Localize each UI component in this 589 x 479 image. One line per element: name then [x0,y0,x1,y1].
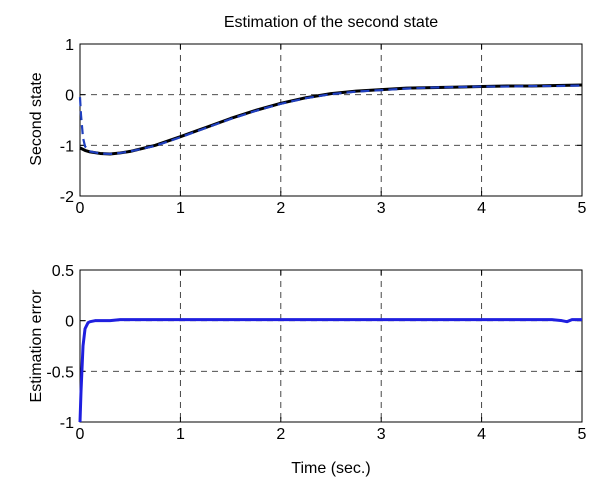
bottom-xtick-label-3: 3 [377,426,386,443]
bottom-xtick-label-4: 4 [477,426,486,443]
top-xtick-label-4: 4 [477,200,486,217]
top-chart-ylabel: Second state [28,72,45,166]
bottom-plot-area [79,269,583,423]
bottom-chart: 0 1 2 3 4 5 -1 -0.5 0 0.5 [46,263,586,443]
top-ytick-label-3: 1 [65,37,74,54]
top-chart-title: Estimation of the second state [224,14,438,31]
bottom-ytick-label-3: 0.5 [52,263,74,280]
top-ytick-label-1: -1 [60,138,74,155]
top-chart: 0 1 2 3 4 5 -2 -1 0 1 [60,37,587,217]
bottom-ytick-label-2: 0 [65,314,74,331]
top-ytick-label-0: -2 [60,189,74,206]
top-xtick-label-1: 1 [176,200,185,217]
bottom-xtick-label-0: 0 [76,426,85,443]
bottom-chart-ylabel: Estimation error [28,289,45,403]
bottom-series-line-0 [78,318,582,423]
bottom-xtick-label-2: 2 [276,426,285,443]
top-xtick-label-2: 2 [276,200,285,217]
bottom-chart-xlabel: Time (sec.) [291,460,370,477]
top-xtick-label-5: 5 [578,200,587,217]
bottom-ytick-label-1: -0.5 [46,364,74,381]
top-xtick-label-3: 3 [377,200,386,217]
bottom-xtick-label-5: 5 [578,426,587,443]
bottom-ytick-label-0: -1 [60,415,74,432]
top-ytick-label-2: 0 [65,88,74,105]
bottom-xtick-label-1: 1 [176,426,185,443]
top-xtick-label-0: 0 [76,200,85,217]
top-series-line-1 [78,84,583,156]
top-plot-area [79,43,583,197]
